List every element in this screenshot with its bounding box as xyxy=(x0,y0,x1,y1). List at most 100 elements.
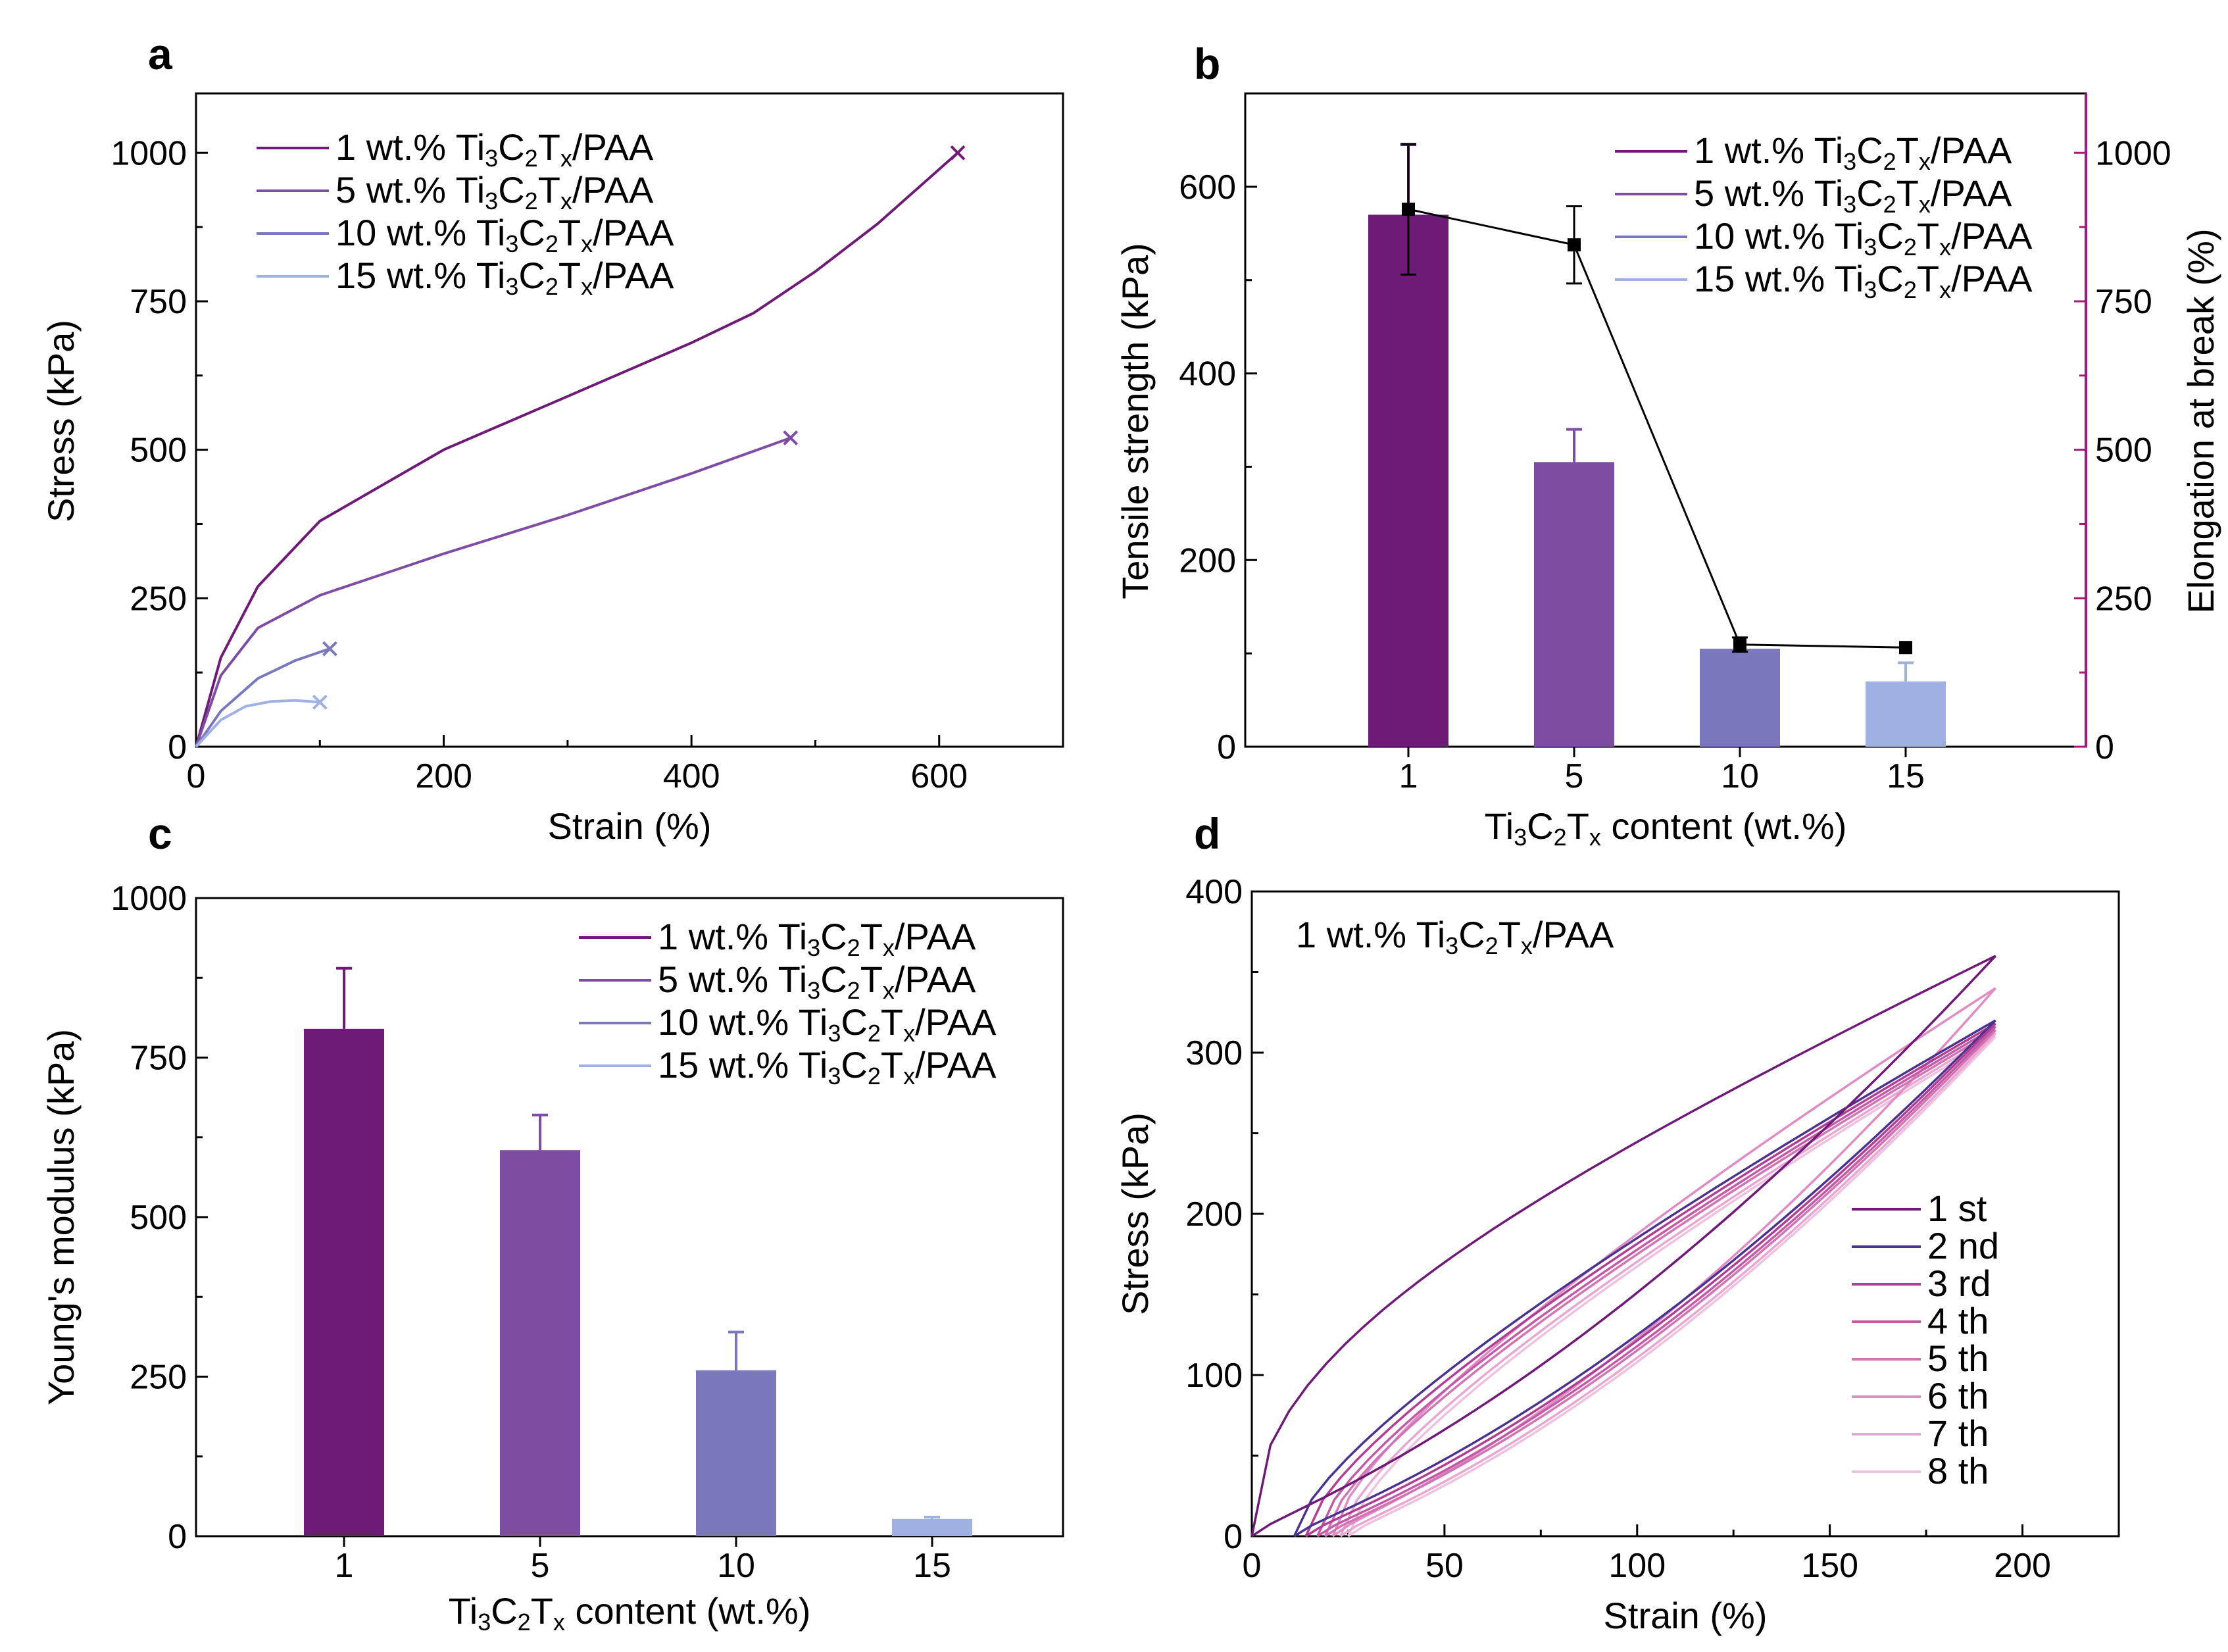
panel-d-annotation: 1 wt.% Ti3C2Tx/PAA xyxy=(1296,914,1614,959)
x-tick-label: 15 xyxy=(1887,757,1925,795)
bar xyxy=(1368,214,1448,747)
y-tick-label: 0 xyxy=(168,1518,187,1556)
break-marker xyxy=(322,641,337,657)
x-tick-label: 150 xyxy=(1801,1547,1858,1585)
panel-a-series xyxy=(195,145,966,748)
panel-c-x-ticks: 1 5 10 15 xyxy=(335,1536,951,1585)
cycle-loop xyxy=(1347,1035,1996,1538)
legend-label: 5 wt.% Ti3C2Tx/PAA xyxy=(335,169,654,214)
y2-tick-label: 250 xyxy=(2095,580,2152,618)
y-tick-label: 600 xyxy=(1179,168,1236,207)
y-tick-label: 400 xyxy=(1185,873,1243,911)
bar xyxy=(500,1150,580,1536)
x-tick-label: 400 xyxy=(663,757,720,795)
legend-label: 8 th xyxy=(1927,1450,1989,1491)
legend-label: 5 wt.% Ti3C2Tx/PAA xyxy=(658,959,976,1004)
x-tick-label: 1 xyxy=(1399,757,1418,795)
y-tick-label: 250 xyxy=(130,580,187,618)
panel-b-ylabel: Tensile strength (kPa) xyxy=(1114,243,1156,599)
series-line xyxy=(195,151,959,747)
bar xyxy=(1700,649,1780,747)
elongation-marker xyxy=(1899,641,1912,655)
legend-label: 4 th xyxy=(1927,1300,1989,1341)
x-tick-label: 600 xyxy=(910,757,968,795)
cycle-loop xyxy=(1293,1019,1996,1538)
panel-a-xlabel: Strain (%) xyxy=(548,805,712,847)
panel-b-x-ticks: 1 5 10 15 xyxy=(1399,747,1925,795)
legend-label: 10 wt.% Ti3C2Tx/PAA xyxy=(658,1001,997,1047)
y2-tick-label: 500 xyxy=(2095,432,2152,470)
panel-b-bars xyxy=(1368,143,1946,747)
panel-a-frame xyxy=(195,92,1064,748)
panel-b-xlabel: Ti3C2Tx content (wt.%) xyxy=(1485,805,1847,851)
bar xyxy=(892,1518,972,1536)
series-line xyxy=(195,647,330,748)
panel-d-y-ticks: 0 100 200 300 400 xyxy=(1185,873,1264,1556)
x-tick-label: 5 xyxy=(1565,757,1584,795)
x-tick-label: 1 xyxy=(335,1547,354,1585)
y2-tick-label: 0 xyxy=(2095,728,2114,766)
y-tick-label: 250 xyxy=(130,1359,187,1397)
cycle-loop xyxy=(1324,1029,1996,1538)
x-tick-label: 0 xyxy=(1243,1547,1262,1585)
panel-d-legend: 1 st2 nd3 rd4 th5 th6 th7 th8 th xyxy=(1852,1188,1999,1491)
x-tick-label: 15 xyxy=(913,1547,951,1585)
y-tick-label: 0 xyxy=(1224,1518,1243,1556)
y-tick-label: 1000 xyxy=(111,880,187,918)
legend-label: 10 wt.% Ti3C2Tx/PAA xyxy=(1694,215,2033,261)
panel-c-ylabel: Young's modulus (kPa) xyxy=(40,1029,82,1405)
legend-label: 15 wt.% Ti3C2Tx/PAA xyxy=(335,255,674,300)
y-tick-label: 750 xyxy=(130,283,187,321)
legend-label: 6 th xyxy=(1927,1375,1989,1416)
panel-d-xlabel: Strain (%) xyxy=(1604,1595,1768,1636)
panel-b-label: b xyxy=(1194,39,1220,88)
break-marker xyxy=(950,145,966,161)
elongation-marker xyxy=(1402,203,1415,216)
panel-b-y2label: Elongation at break (%) xyxy=(2180,228,2221,613)
legend-label: 15 wt.% Ti3C2Tx/PAA xyxy=(1694,258,2033,303)
legend-label: 5 th xyxy=(1927,1338,1989,1379)
panel-c-xlabel: Ti3C2Tx content (wt.%) xyxy=(449,1590,811,1636)
series-line xyxy=(195,699,320,748)
x-tick-label: 200 xyxy=(1994,1547,2051,1585)
cycle-loop xyxy=(1304,1022,1996,1538)
legend-label: 2 nd xyxy=(1927,1225,1999,1266)
panel-c-bars xyxy=(304,966,972,1536)
cycle-loop xyxy=(1250,955,1996,1538)
panel-d: d 0 50 100 150 200 0 100 200 300 400 1 wt.% Ti3C… xyxy=(1114,809,2120,1636)
y2-tick-label: 750 xyxy=(2095,283,2152,321)
legend-label: 10 wt.% Ti3C2Tx/PAA xyxy=(335,212,674,257)
cycle-loop xyxy=(1331,987,1996,1538)
panel-b-y2-ticks: 0 250 500 750 1000 xyxy=(2074,93,2171,766)
y-tick-label: 500 xyxy=(130,432,187,470)
panel-b-elongation-series xyxy=(1400,143,1912,655)
panel-d-ylabel: Stress (kPa) xyxy=(1114,1113,1156,1315)
legend-label: 1 wt.% Ti3C2Tx/PAA xyxy=(658,916,976,961)
panel-a-y-ticks: 0 250 500 750 1000 xyxy=(111,134,208,766)
legend-label: 5 wt.% Ti3C2Tx/PAA xyxy=(1694,172,2012,218)
y-tick-label: 400 xyxy=(1179,355,1236,393)
y-tick-label: 0 xyxy=(1217,728,1236,766)
legend-label: 7 th xyxy=(1927,1413,1989,1454)
legend-label: 1 st xyxy=(1927,1188,1987,1229)
x-tick-label: 10 xyxy=(1721,757,1759,795)
bar xyxy=(304,1028,384,1536)
cycle-loop xyxy=(1339,1032,1996,1538)
panel-a-x-ticks: 0 200 400 600 xyxy=(187,735,968,795)
panel-a-ylabel: Stress (kPa) xyxy=(40,320,82,522)
panel-c-label: c xyxy=(148,809,172,858)
x-tick-label: 100 xyxy=(1608,1547,1666,1585)
y-tick-label: 200 xyxy=(1185,1195,1243,1234)
bar xyxy=(1534,462,1614,747)
panel-a-label: a xyxy=(148,30,173,78)
legend-label: 1 wt.% Ti3C2Tx/PAA xyxy=(1694,130,2012,175)
x-tick-label: 0 xyxy=(187,757,206,795)
panel-d-series xyxy=(1250,955,1996,1538)
break-marker xyxy=(783,430,799,445)
